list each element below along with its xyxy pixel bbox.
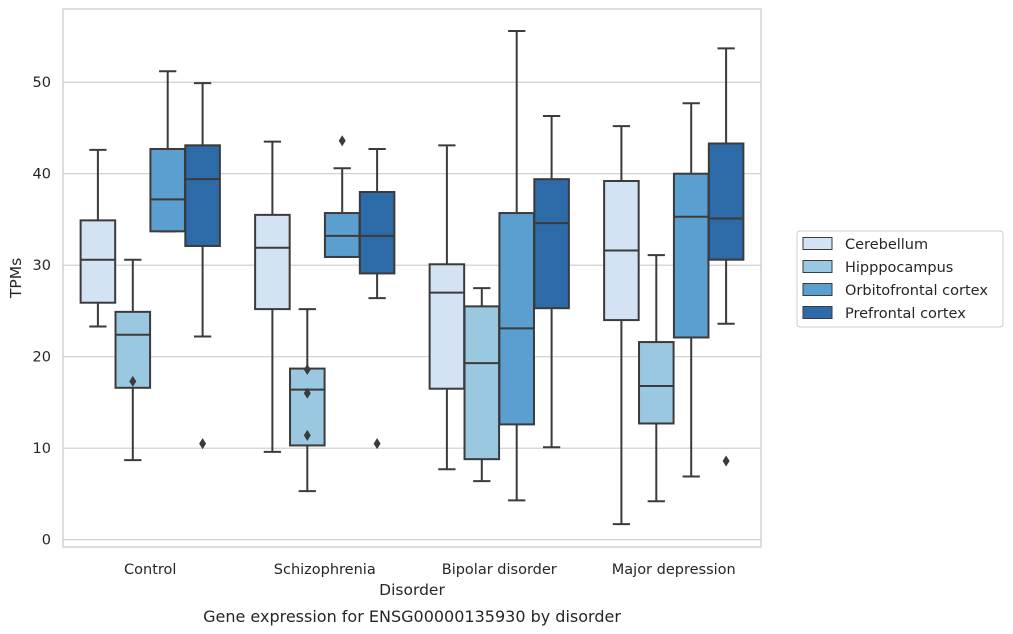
- box-iqr: [114, 310, 152, 389]
- legend-label: Hipppocampus: [845, 260, 953, 276]
- legend-frame: [796, 230, 1004, 328]
- box-group: [463, 287, 501, 483]
- y-axis-label: TPMs: [7, 258, 25, 299]
- box-group: [254, 140, 291, 453]
- outlier-point: [129, 375, 137, 387]
- box-group: [672, 102, 710, 478]
- box-iqr: [184, 144, 221, 247]
- outlier-point: [303, 363, 311, 375]
- x-axis-label: Disorder: [379, 581, 445, 599]
- box-group: [149, 70, 186, 233]
- box-iqr: [707, 142, 745, 261]
- outlier-point: [338, 135, 346, 147]
- outlier-point: [303, 387, 311, 399]
- legend-swatch: [802, 306, 833, 319]
- y-tick-labels: 0 10 20 30 40 50: [33, 75, 51, 548]
- x-tick-label: Bipolar disorder: [442, 562, 557, 578]
- box-group: [358, 147, 396, 450]
- legend-label: Orbitofrontal cortex: [845, 283, 988, 299]
- x-tick-label: Control: [124, 562, 176, 578]
- box-group: [428, 144, 466, 471]
- y-tick-label: 10: [33, 441, 51, 457]
- legend: Cerebellum Hipppocampus Orbitofrontal cort…: [796, 230, 1004, 328]
- y-tick-label: 0: [42, 533, 51, 549]
- box-iqr: [358, 190, 396, 275]
- y-tick-label: 20: [33, 350, 51, 366]
- box-iqr: [79, 219, 117, 304]
- box-group: [603, 125, 640, 526]
- box-iqr: [289, 367, 326, 447]
- box-group: [114, 258, 152, 462]
- y-tick-label: 30: [33, 258, 51, 274]
- box-plot-marks: [79, 29, 745, 526]
- plot-frame: [62, 8, 762, 548]
- outlier-point: [373, 438, 381, 450]
- box-iqr: [463, 305, 501, 461]
- box-iqr: [498, 212, 535, 426]
- legend-swatch: [802, 260, 833, 273]
- box-group: [498, 29, 535, 502]
- box-iqr: [672, 172, 710, 339]
- x-tick-labels: Control Schizophrenia Bipolar disorder Majo…: [124, 562, 736, 578]
- box-iqr: [254, 213, 291, 311]
- legend-label: Cerebellum: [845, 237, 928, 253]
- box-group: [289, 308, 326, 493]
- box-iqr: [638, 341, 675, 425]
- box-group: [323, 135, 361, 258]
- legend-label: Prefrontal cortex: [845, 306, 966, 322]
- x-tick-label: Major depression: [612, 562, 736, 578]
- legend-swatch: [802, 283, 833, 296]
- outlier-point: [199, 438, 207, 450]
- box-group: [533, 115, 570, 449]
- y-tick-label: 40: [33, 167, 51, 183]
- box-group: [638, 254, 675, 503]
- chart-caption: Gene expression for ENSG00000135930 by d…: [203, 607, 621, 626]
- box-iqr: [149, 147, 186, 233]
- y-tick-label: 50: [33, 75, 51, 91]
- legend-swatch: [802, 237, 833, 250]
- box-iqr: [428, 263, 466, 390]
- box-group: [707, 47, 745, 467]
- x-tick-label: Schizophrenia: [274, 562, 376, 578]
- box-group: [79, 148, 117, 328]
- outlier-point: [722, 455, 730, 467]
- box-group: [184, 82, 221, 450]
- box-iqr: [533, 178, 570, 310]
- outlier-point: [303, 429, 311, 441]
